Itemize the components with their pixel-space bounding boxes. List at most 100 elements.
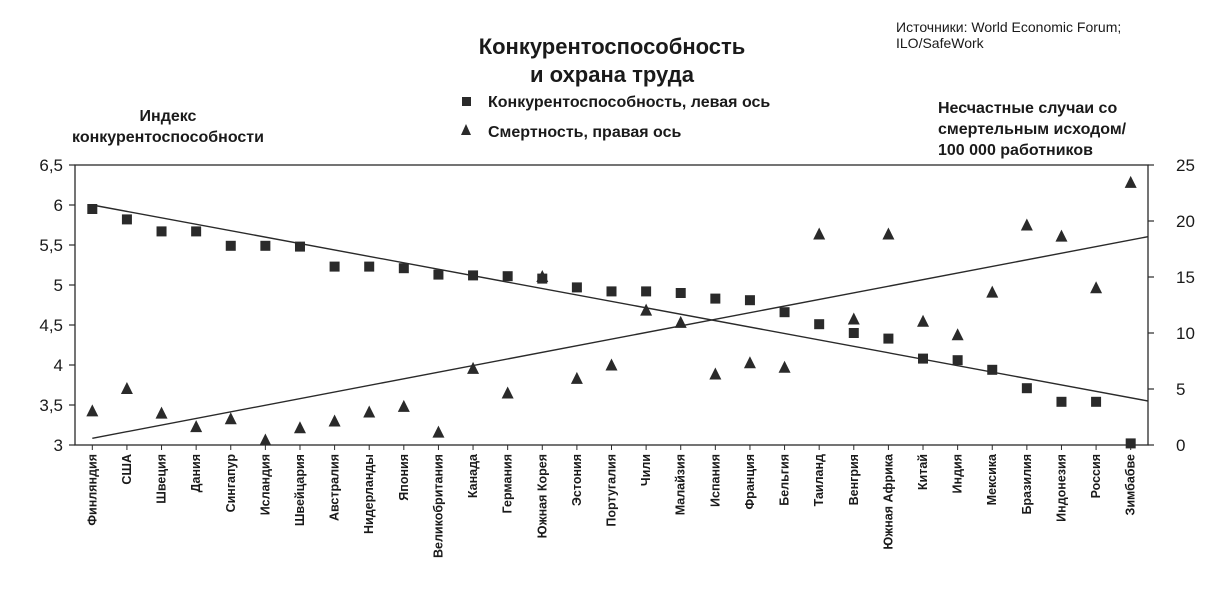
data-point-mortality <box>293 421 306 434</box>
data-point-mortality <box>1090 281 1103 294</box>
x-axis-category-label: Япония <box>397 454 411 501</box>
x-axis-category-label: Индия <box>951 454 965 493</box>
data-point-mortality <box>467 361 480 374</box>
trend-line-mortality <box>92 235 1149 439</box>
data-point-competitiveness <box>502 271 513 282</box>
x-axis-category-label: Малайзия <box>674 454 688 515</box>
data-point-mortality <box>1124 175 1137 188</box>
x-axis-category-label: Бразилия <box>1020 454 1034 515</box>
right-axis-title: Несчастные случаи со смертельным исходом… <box>938 100 1127 159</box>
legend-square-marker <box>462 97 471 106</box>
left-axis-tick-label: 5,5 <box>39 236 63 255</box>
chart-source-line-1: Источники: World Economic Forum; <box>896 19 1121 35</box>
x-axis-category-label: Канада <box>466 453 480 498</box>
data-point-mortality <box>155 406 168 419</box>
plot-frame <box>74 164 1149 446</box>
right-axis-tick-label: 25 <box>1176 156 1195 175</box>
data-point-mortality <box>1055 229 1068 242</box>
data-point-competitiveness <box>918 353 929 364</box>
x-axis-category-label: Зимбабве <box>1124 454 1138 516</box>
x-axis-category-label: Таиланд <box>812 454 826 506</box>
left-axis-title-line-1: Индекс <box>140 108 197 125</box>
data-point-competitiveness <box>294 241 305 252</box>
x-axis-category-label: Южная Африка <box>881 453 895 550</box>
data-point-mortality <box>120 382 133 394</box>
x-axis-category-label: Россия <box>1089 454 1103 498</box>
data-point-competitiveness <box>987 364 998 375</box>
x-axis-category-label: Венгрия <box>847 454 861 505</box>
data-point-mortality <box>917 314 930 327</box>
data-point-competitiveness <box>814 319 825 330</box>
x-axis-category-label: Швейцария <box>293 454 307 526</box>
data-point-mortality <box>86 404 99 417</box>
right-axis-title-line-3: 100 000 работников <box>938 142 1093 159</box>
data-point-competitiveness <box>87 204 98 214</box>
trend-line-competitiveness <box>92 204 1149 402</box>
left-axis-tick-label: 3 <box>54 436 63 455</box>
x-axis-category-label: Индонезия <box>1054 454 1068 522</box>
legend-label-competitiveness: Конкурентоспособность, левая ось <box>488 94 770 111</box>
legend-label-mortality: Смертность, правая ось <box>488 124 681 141</box>
data-point-competitiveness <box>883 333 894 344</box>
data-point-mortality <box>951 328 964 341</box>
data-point-competitiveness <box>710 293 721 304</box>
data-point-mortality <box>709 367 722 380</box>
data-point-mortality <box>813 227 826 240</box>
data-point-mortality <box>1020 218 1033 231</box>
x-axis-category-label: Южная Корея <box>535 454 549 538</box>
left-axis-tick-label: 5 <box>54 276 63 295</box>
data-point-mortality <box>501 386 514 399</box>
data-point-mortality <box>224 412 237 425</box>
x-axis-category-label: Исландия <box>258 454 272 515</box>
data-point-competitiveness <box>398 263 409 274</box>
left-axis-tick-label: 3,5 <box>39 396 63 415</box>
data-point-competitiveness <box>1021 383 1032 394</box>
x-axis-category-label: Германия <box>501 454 515 513</box>
x-axis-category-label: Великобритания <box>431 454 445 558</box>
x-axis-category-label: Португалия <box>605 454 619 527</box>
x-axis-category-label: Сингапур <box>224 454 238 513</box>
data-point-mortality <box>847 312 860 325</box>
right-axis-tick-label: 15 <box>1176 268 1195 287</box>
chart-source: Источники: World Economic Forum; ILO/Saf… <box>896 19 1121 51</box>
legend-triangle-marker <box>461 124 471 135</box>
data-point-competitiveness <box>744 295 755 306</box>
data-point-competitiveness <box>433 269 444 280</box>
data-point-competitiveness <box>571 282 582 293</box>
left-axis-title: Индекс конкурентоспособности <box>72 108 264 146</box>
data-point-mortality <box>259 433 272 446</box>
x-axis-category-label: США <box>120 454 134 485</box>
data-point-competitiveness <box>779 307 790 318</box>
data-point-mortality <box>570 371 583 384</box>
x-axis-category-label: Дания <box>189 454 203 492</box>
data-point-mortality <box>882 227 895 240</box>
x-axis-category-label: Испания <box>708 454 722 507</box>
chart-title-line-2: и охрана труда <box>530 62 695 87</box>
data-point-competitiveness <box>641 286 652 297</box>
x-axis-category-label: Франция <box>743 454 757 509</box>
data-point-mortality <box>363 405 376 418</box>
x-axis-category-label: Нидерланды <box>362 454 376 534</box>
data-point-mortality <box>536 270 549 282</box>
right-axis-tick-label: 0 <box>1176 436 1185 455</box>
data-point-mortality <box>190 420 203 433</box>
left-axis-title-line-2: конкурентоспособности <box>72 129 264 146</box>
data-point-mortality <box>674 315 687 328</box>
data-point-competitiveness <box>1091 396 1102 407</box>
chart-title: Конкурентоспособность и охрана труда <box>479 34 746 87</box>
data-point-competitiveness <box>225 240 236 251</box>
data-point-competitiveness <box>364 261 375 272</box>
x-axis-category-label: Мексика <box>985 453 999 505</box>
data-point-competitiveness <box>1125 438 1136 449</box>
left-axis-tick-label: 6,5 <box>39 156 63 175</box>
legend: Конкурентоспособность, левая ось Смертно… <box>461 94 770 141</box>
chart-source-line-2: ILO/SafeWork <box>896 35 985 51</box>
data-point-competitiveness <box>952 355 963 366</box>
data-point-competitiveness <box>606 286 617 297</box>
right-axis-title-line-1: Несчастные случаи со <box>938 100 1117 117</box>
plot-area: 3 3,5 4 4,5 5 5,5 6 6,5 0 5 10 15 20 25 Финляндия США Шв… <box>39 156 1195 558</box>
x-axis-category-label: Бельгия <box>778 454 792 506</box>
data-point-mortality <box>640 303 653 316</box>
